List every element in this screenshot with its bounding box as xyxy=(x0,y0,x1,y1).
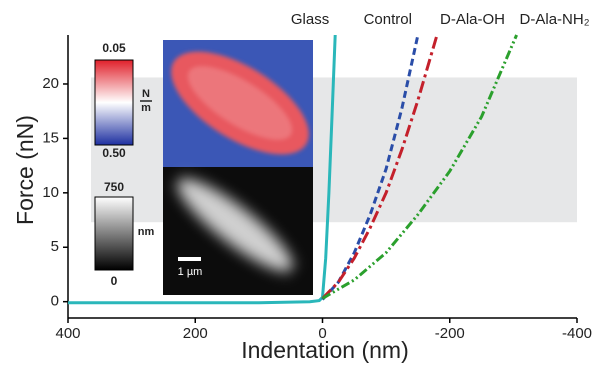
scale-bar-label: 1 µm xyxy=(178,266,203,278)
colorbar-unit: nm xyxy=(138,226,155,238)
y-tick-label: 10 xyxy=(42,184,59,201)
unit-numerator: N xyxy=(142,88,150,100)
series-label: D-Ala-OH xyxy=(440,11,505,28)
scale-bar xyxy=(178,257,201,261)
y-tick-label: 20 xyxy=(42,75,59,92)
unit-denominator: m xyxy=(141,102,151,114)
colorbar-max: 750 xyxy=(104,180,124,194)
series-label: Glass xyxy=(291,11,329,28)
x-tick-label: 0 xyxy=(318,325,326,342)
colorbar-max: 0.05 xyxy=(102,41,126,55)
colorbar-min: 0 xyxy=(111,274,118,288)
x-tick-label: -400 xyxy=(562,325,592,342)
x-tick-label: 200 xyxy=(183,325,208,342)
x-tick-label: 400 xyxy=(55,325,80,342)
series-label: D-Ala-NH₂ xyxy=(520,11,590,28)
page: 0.05 0.50 N m 750 0 nm 1 µm Indentation … xyxy=(0,0,610,372)
stiffness-colorbar xyxy=(95,60,133,145)
y-axis-title: Force (nN) xyxy=(12,115,38,225)
y-tick-label: 0 xyxy=(51,293,59,310)
y-tick-label: 5 xyxy=(51,238,59,255)
colorbar-min: 0.50 xyxy=(102,146,126,160)
height-colorbar xyxy=(95,197,133,270)
chart: 0.05 0.50 N m 750 0 nm 1 µm Indentation … xyxy=(0,0,610,367)
y-tick-label: 15 xyxy=(42,129,59,146)
series-label: Control xyxy=(364,11,412,28)
x-tick-label: -200 xyxy=(435,325,465,342)
